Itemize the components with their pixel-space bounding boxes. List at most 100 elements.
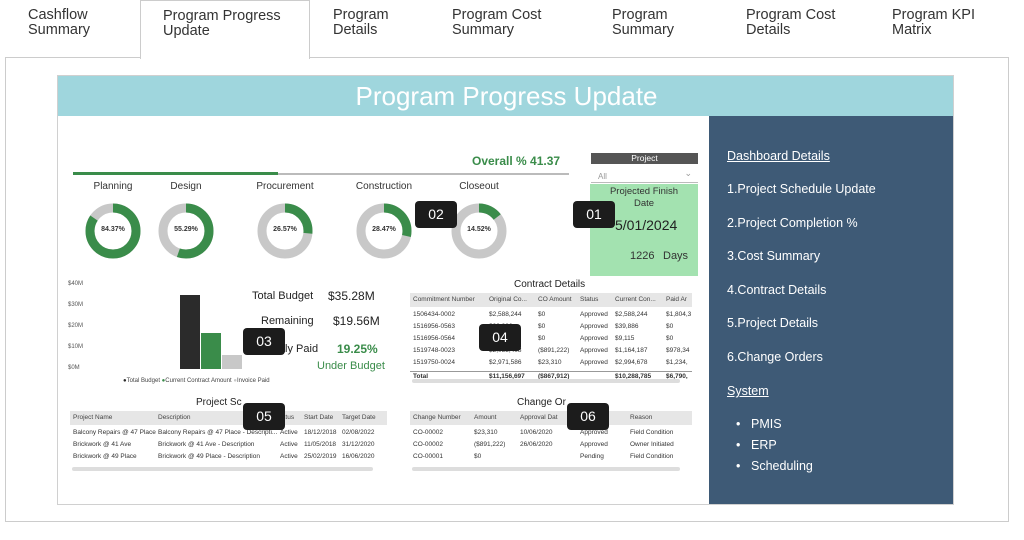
table-cell: CO-00002 — [413, 429, 443, 436]
table-row[interactable]: CO-00002 ($891,222) 26/06/2020 Approved Owne… — [410, 441, 692, 453]
table-cell: 10/06/2020 — [520, 429, 553, 436]
legend-dot-icon: ● — [233, 378, 237, 384]
dashboard-details-link[interactable]: Dashboard Details — [727, 149, 830, 163]
phase-name: Closeout — [459, 181, 499, 192]
project-slicer-value: All — [598, 172, 607, 181]
column-header[interactable]: Project Name — [73, 414, 113, 421]
table-row[interactable]: Brickwork @ 41 Ave Brickwork @ 41 Ave - D… — [70, 441, 387, 453]
table-cell: 1516956-0563 — [413, 323, 455, 330]
horizontal-scrollbar[interactable] — [72, 467, 374, 471]
table-row[interactable]: Brickwork @ 49 Place Brickwork @ 49 Place… — [70, 453, 387, 465]
table-total-row: Total $11,156,697 ($867,912) $10,288,785 $6,… — [410, 371, 692, 381]
tab-program-cost-summary[interactable]: Program Cost Summary — [452, 0, 541, 58]
horizontal-scrollbar[interactable] — [412, 379, 680, 383]
table-cell: $1,234, — [666, 359, 688, 366]
column-header[interactable]: Paid Ar — [666, 296, 687, 303]
tab-cashflow-summary[interactable]: Cashflow Summary — [28, 0, 90, 58]
column-header[interactable]: Original Co... — [489, 296, 527, 303]
column-header[interactable]: Current Con... — [615, 296, 656, 303]
dashboard-sidebar: Dashboard Details 1.Project Schedule Upd… — [709, 116, 953, 504]
column-header[interactable]: Approval Dat — [520, 414, 558, 421]
table-cell: 1516956-0564 — [413, 335, 455, 342]
system-link[interactable]: System — [727, 384, 769, 398]
column-header[interactable]: CO Amount — [538, 296, 572, 303]
table-row[interactable]: 1519750-0024 $2,971,586 $23,310 Approved $2,… — [410, 359, 692, 371]
column-header[interactable]: Change Number — [413, 414, 461, 421]
contract-details-table[interactable]: Commitment Number Original Co... CO Amount… — [410, 293, 692, 383]
change-orders-table[interactable]: Change Number Amount Approval Dat Reason CO-… — [410, 411, 692, 471]
callout-badge: 01 — [573, 201, 615, 228]
table-cell: $23,310 — [538, 359, 562, 366]
tab-bar: Cashflow Summary Program Progress Update P… — [0, 0, 1024, 59]
column-header[interactable]: Status — [580, 296, 599, 303]
table-cell: Brickwork @ 49 Place - Description — [158, 453, 260, 460]
sidebar-item: 6.Change Orders — [727, 350, 823, 364]
tab-label: Details — [333, 22, 378, 38]
table-cell: $2,994,678 — [615, 359, 648, 366]
tab-program-details[interactable]: Program Details — [333, 0, 389, 58]
table-header: Commitment Number Original Co... CO Amount… — [410, 293, 692, 307]
phase-name: Design — [170, 181, 202, 192]
table-cell: $0 — [538, 323, 546, 330]
legend-item: Current Contract Amount — [165, 378, 232, 384]
tab-program-cost-details[interactable]: Program Cost Details — [746, 0, 835, 58]
column-header[interactable]: Amount — [474, 414, 497, 421]
paid-percent: 19.25% — [337, 342, 378, 356]
projected-finish-card: Projected Finish Date 5/01/2024 1226 Day… — [590, 184, 698, 276]
sidebar-item: 1.Project Schedule Update — [727, 182, 876, 196]
phase-percent: 84.37% — [101, 226, 125, 233]
table-cell: Approved — [580, 347, 608, 354]
table-cell: $2,588,244 — [615, 311, 648, 318]
system-item: ERP — [736, 438, 777, 452]
table-cell: Active — [280, 429, 298, 436]
tab-program-summary[interactable]: Program Summary — [612, 0, 674, 58]
table-row[interactable]: CO-00002 $23,310 10/06/2020 Approved Field C… — [410, 429, 692, 441]
column-header[interactable]: Commitment Number — [413, 296, 475, 303]
table-row[interactable]: 1506434-0002 $2,588,244 $0 Approved $2,588,2… — [410, 311, 692, 323]
table-cell: 25/02/2019 — [304, 453, 337, 460]
table-cell: 1519750-0024 — [413, 359, 455, 366]
table-cell: $2,971,586 — [489, 359, 522, 366]
table-cell: 18/12/2018 — [304, 429, 337, 436]
table-row[interactable]: CO-00001 $0 Pending Field Condition — [410, 453, 692, 465]
column-header[interactable]: Target Date — [342, 414, 376, 421]
tab-label: Summary — [28, 22, 91, 38]
table-cell: ($891,222) — [538, 347, 570, 354]
phase-donut — [85, 203, 141, 259]
tab-label: Summary — [612, 22, 675, 38]
table-cell: 26/06/2020 — [520, 441, 553, 448]
column-header[interactable]: Description — [158, 414, 191, 421]
column-header[interactable]: tatus — [280, 414, 295, 421]
budget-bar-chart: $40M $30M $20M $10M $0M ●Total Budget ●Curre… — [68, 281, 270, 391]
project-schedule-table[interactable]: Project Name Description tatus Start Date Ta… — [70, 411, 387, 471]
column-header[interactable]: Reason — [630, 414, 653, 421]
table-cell: CO-00001 — [413, 453, 443, 460]
tab-program-progress-update[interactable]: Program Progress Update — [140, 0, 310, 59]
sidebar-item: 5.Project Details — [727, 316, 819, 330]
table-cell: Approved — [580, 359, 608, 366]
project-slicer-dropdown[interactable]: All ⌄ — [591, 168, 698, 183]
table-row[interactable]: 1519748-0023$2,055,408($891,222)Approved… — [410, 347, 692, 359]
table-cell: Brickwork @ 41 Ave - Description — [158, 441, 255, 448]
table-cell: $0 — [666, 335, 674, 342]
column-header[interactable]: Start Date — [304, 414, 334, 421]
table-row[interactable]: Balcony Repairs @ 47 Place Balcony Repair… — [70, 429, 387, 441]
legend-dot-icon: ● — [123, 378, 127, 384]
phase-donut — [356, 203, 412, 259]
horizontal-scrollbar[interactable] — [412, 467, 680, 471]
table-cell: 11/05/2018 — [304, 441, 337, 448]
tab-program-kpi-matrix[interactable]: Program KPI Matrix — [892, 0, 975, 58]
table-cell: $0 — [666, 323, 674, 330]
table-cell: Brickwork @ 49 Place — [73, 453, 137, 460]
y-tick-label: $0M — [68, 365, 80, 371]
sidebar-item: 3.Cost Summary — [727, 249, 821, 263]
table-cell: 1519748-0023 — [413, 347, 455, 354]
table-cell: $9,115 — [615, 335, 635, 342]
table-cell: ($891,222) — [474, 441, 506, 448]
tab-label: Program Cost — [452, 7, 542, 23]
table-cell: Approved — [580, 441, 608, 448]
paid-label: tly Paid — [282, 343, 319, 355]
donut-fill — [257, 203, 313, 259]
